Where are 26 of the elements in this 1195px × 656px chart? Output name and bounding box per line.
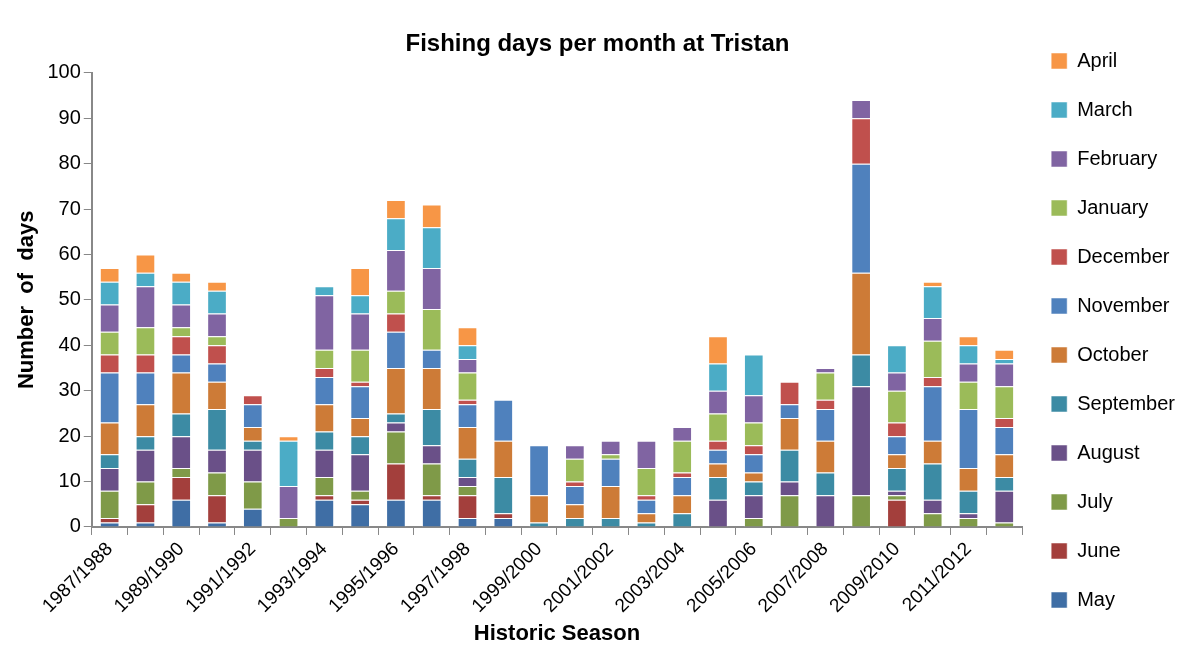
- y-tick-label: 30: [58, 378, 81, 401]
- y-tick-label: 100: [47, 60, 81, 83]
- legend-label: March: [1077, 97, 1133, 120]
- legend-label: February: [1077, 146, 1158, 169]
- y-axis-title: Number of days: [13, 210, 39, 390]
- legend-label: January: [1077, 195, 1149, 218]
- legend-label: October: [1077, 342, 1149, 365]
- y-tick-label: 50: [58, 287, 81, 310]
- legend-label: December: [1077, 244, 1170, 267]
- y-tick-label: 40: [58, 332, 81, 355]
- y-tick-label: 60: [58, 241, 81, 264]
- y-tick-label: 0: [69, 514, 81, 537]
- legend-label: May: [1077, 587, 1115, 610]
- legend-label: September: [1077, 391, 1176, 414]
- y-tick-label: 90: [58, 105, 81, 128]
- legend-label: July: [1077, 489, 1113, 512]
- y-tick-label: 20: [58, 423, 81, 446]
- x-axis-title: Historic Season: [473, 619, 641, 645]
- y-tick-label: 70: [58, 196, 81, 219]
- legend-label: April: [1077, 48, 1118, 71]
- legend-label: November: [1077, 293, 1170, 316]
- legend-label: June: [1077, 538, 1121, 561]
- y-tick-label: 10: [58, 469, 81, 492]
- y-tick-label: 80: [58, 151, 81, 174]
- legend-label: August: [1077, 440, 1140, 463]
- chart-title: Fishing days per month at Tristan: [405, 29, 790, 57]
